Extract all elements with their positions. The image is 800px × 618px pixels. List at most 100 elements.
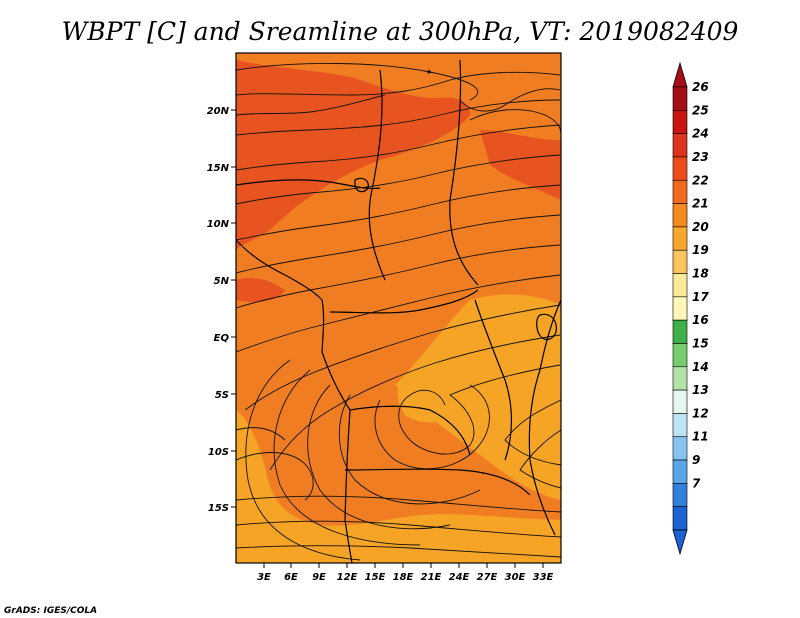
colorbar-swatch <box>672 226 688 251</box>
colorbar-label: 12 <box>692 406 709 420</box>
chad-sudan-border <box>368 69 386 281</box>
warm-region-north <box>236 60 470 250</box>
chart-title: WBPT [C] and Sreamline at 300hPa, VT: 20… <box>62 17 739 46</box>
streamline <box>307 384 451 530</box>
sahel-border <box>236 179 381 190</box>
lat-tick-label: 20N <box>207 106 230 117</box>
streamline <box>236 71 561 96</box>
lat-tick-label: 10N <box>207 219 230 230</box>
colorbar-swatch <box>672 459 688 484</box>
streamline <box>236 214 561 274</box>
colorbar-label: 9 <box>692 453 700 467</box>
cool-region-southwest <box>236 410 561 563</box>
colorbar-swatch <box>672 413 688 438</box>
longitude-axis: 3E 6E 9E 12E 15E 18E 21E 24E 27E 30E 33E <box>257 563 554 583</box>
warm-region-northwest-edge <box>236 278 285 302</box>
colorbar-swatch <box>672 179 688 204</box>
streamline <box>236 545 561 558</box>
cool-region-center <box>397 375 455 423</box>
great-lakes <box>474 299 512 461</box>
colorbar-swatch <box>672 110 688 134</box>
colorbar: 26 25 24 23 22 21 20 19 18 17 16 15 14 13 12 11 9 7 <box>672 61 709 556</box>
lat-tick-label: 15S <box>208 503 229 514</box>
lon-tick-label: 9E <box>312 572 326 583</box>
west-africa-coast <box>236 239 353 563</box>
colorbar-label: 21 <box>692 197 709 211</box>
streamline <box>236 427 286 441</box>
colorbar-label: 25 <box>692 103 709 117</box>
lon-tick-label: 27E <box>477 572 498 583</box>
lake-victoria <box>536 313 557 341</box>
lon-tick-label: 12E <box>337 572 358 583</box>
streamlines <box>236 62 561 561</box>
colorbar-swatch <box>672 273 688 298</box>
colorbar-max-arrow <box>672 61 688 88</box>
southern-border <box>344 468 531 496</box>
colorbar-min-arrow <box>672 529 688 556</box>
colorbar-swatch <box>672 133 688 158</box>
streamline <box>398 364 561 455</box>
colorbar-label: 14 <box>692 360 709 374</box>
country-boundaries <box>236 59 561 563</box>
lon-tick-label: 6E <box>284 572 298 583</box>
streamline <box>469 109 561 136</box>
colorbar-swatch <box>672 483 688 507</box>
drc-south-border <box>349 405 471 456</box>
lat-tick-label: 5S <box>215 390 229 401</box>
streamline <box>236 154 561 205</box>
colorbar-swatch <box>672 296 688 321</box>
colorbar-swatch <box>672 366 688 391</box>
streamline <box>244 304 561 411</box>
colorbar-label: 17 <box>692 290 709 304</box>
streamline <box>236 94 386 116</box>
sudan-east-border <box>449 59 479 286</box>
lon-tick-label: 18E <box>393 572 414 583</box>
colorbar-label: 7 <box>692 476 701 490</box>
colorbar-label: 11 <box>692 430 709 444</box>
colorbar-swatch <box>672 319 688 344</box>
lon-tick-label: 30E <box>505 572 526 583</box>
colorbar-swatch <box>672 249 688 274</box>
colorbar-swatch <box>672 389 688 414</box>
lon-tick-label: 15E <box>365 572 386 583</box>
streamline <box>269 334 561 471</box>
warm-region-northeast <box>480 130 561 200</box>
streamline <box>459 88 561 112</box>
colorbar-label: 26 <box>692 80 709 94</box>
streamline <box>338 394 481 505</box>
colorbar-label: 16 <box>692 313 709 327</box>
lat-tick-label: EQ <box>214 333 230 344</box>
map-frame <box>235 52 562 564</box>
lat-tick-label: 15N <box>207 163 230 174</box>
colorbar-label: 20 <box>692 220 709 234</box>
congo-basin-border <box>329 289 479 314</box>
streamline <box>245 359 361 561</box>
east-africa-coast <box>528 299 561 536</box>
cool-wbpt-regions <box>236 294 561 563</box>
colorbar-label: 24 <box>692 127 709 141</box>
colorbar-label: 19 <box>692 243 709 257</box>
lake-chad <box>354 177 369 193</box>
colorbar-swatch <box>672 343 688 368</box>
streamline <box>236 184 561 241</box>
warm-wbpt-regions <box>236 60 561 302</box>
latitude-axis: 20N 15N 10N 5N EQ 5S 10S 15S <box>207 106 236 514</box>
colorbar-swatch <box>672 203 688 228</box>
streamline <box>236 452 314 501</box>
streamline <box>273 369 421 546</box>
streamline <box>236 62 479 101</box>
lat-tick-label: 10S <box>208 447 229 458</box>
streamline <box>374 384 490 470</box>
streamline <box>236 244 561 309</box>
streamline <box>519 429 561 489</box>
colorbar-label: 18 <box>692 267 709 281</box>
lon-tick-label: 24E <box>449 572 470 583</box>
colorbar-swatch <box>672 86 688 111</box>
colorbar-label: 23 <box>692 150 709 164</box>
streamline <box>236 274 561 353</box>
cool-region-east <box>395 294 561 500</box>
colorbar-swatch <box>672 506 688 531</box>
lon-tick-label: 3E <box>257 572 271 583</box>
streamline <box>236 495 561 513</box>
